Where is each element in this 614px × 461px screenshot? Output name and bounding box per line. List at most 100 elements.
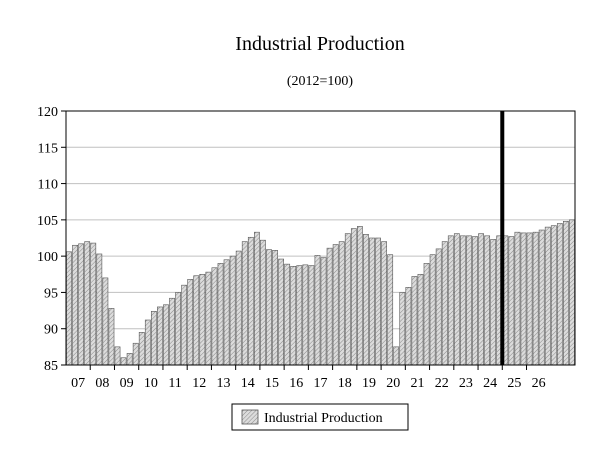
x-tick-label: 23 <box>459 376 473 391</box>
bar <box>514 231 521 366</box>
legend: Industrial Production <box>231 403 409 431</box>
x-tick-label: 26 <box>532 376 546 391</box>
bar <box>399 292 406 366</box>
y-tick-label: 115 <box>38 141 58 156</box>
y-tick-label: 110 <box>38 178 58 193</box>
bar <box>375 237 381 366</box>
x-tick-label: 14 <box>241 376 255 391</box>
bar <box>544 226 551 366</box>
bar <box>484 235 491 366</box>
bar <box>278 258 284 366</box>
bar <box>393 346 400 366</box>
bar <box>157 306 163 366</box>
y-tick-label: 105 <box>37 214 58 229</box>
y-axis: 85 90 95 100 105 110 115 120 <box>37 105 66 374</box>
bar <box>296 265 303 366</box>
bar <box>150 310 157 366</box>
legend-swatch <box>241 409 259 425</box>
bar <box>526 232 533 366</box>
bar <box>563 221 569 366</box>
legend-label: Industrial Production <box>264 411 383 426</box>
bar <box>338 241 345 366</box>
bar <box>78 243 85 366</box>
bar <box>478 233 484 366</box>
bar <box>96 253 103 366</box>
bar <box>108 308 115 366</box>
bar <box>175 292 181 366</box>
bar <box>320 257 327 366</box>
bar <box>126 353 133 366</box>
bar <box>550 225 557 366</box>
bar <box>138 332 145 366</box>
bar <box>211 267 218 366</box>
y-tick-label: 95 <box>44 286 58 301</box>
bar <box>411 276 418 366</box>
x-tick-label: 13 <box>217 376 231 391</box>
chart-subtitle: (2012=100) <box>287 74 354 89</box>
bar <box>490 239 497 366</box>
bar <box>72 244 78 366</box>
bar <box>387 254 394 366</box>
bar <box>520 232 527 366</box>
bar <box>447 235 454 366</box>
chart-title: Industrial Production <box>235 33 404 55</box>
bar <box>508 236 515 366</box>
bar <box>284 263 291 366</box>
bar <box>429 254 436 366</box>
x-axis: 07 08 09 10 11 12 13 14 15 16 17 18 19 20 21 22 23 24 25 26 <box>71 365 546 391</box>
bar <box>363 234 369 366</box>
bar <box>235 250 242 366</box>
bar <box>369 237 375 366</box>
legend-box <box>231 403 409 431</box>
bar <box>460 235 466 366</box>
bar <box>466 235 472 366</box>
bar <box>205 271 212 366</box>
x-tick-label: 18 <box>338 376 352 391</box>
x-tick-label: 16 <box>289 376 303 391</box>
bar <box>569 219 575 366</box>
bar <box>332 244 339 366</box>
bar <box>247 236 254 366</box>
bar <box>254 231 260 366</box>
bar <box>266 249 272 366</box>
bar <box>381 241 387 366</box>
bar <box>181 284 188 366</box>
x-tick-label: 24 <box>483 376 497 391</box>
bar <box>435 248 442 366</box>
gridlines <box>66 146 575 330</box>
bar <box>453 233 460 366</box>
bar <box>272 250 278 366</box>
bar <box>199 273 206 366</box>
x-tick-label: 21 <box>410 376 424 391</box>
x-tick-label: 12 <box>192 376 206 391</box>
bar <box>472 236 478 366</box>
bar <box>326 247 333 366</box>
x-tick-label: 07 <box>71 376 85 391</box>
x-tick-label: 22 <box>435 376 449 391</box>
x-tick-label: 10 <box>144 376 158 391</box>
bar <box>357 226 363 366</box>
bar <box>163 304 169 366</box>
y-tick-label: 100 <box>37 250 58 265</box>
bar <box>102 277 109 366</box>
bar <box>290 265 297 366</box>
bar <box>169 297 175 366</box>
x-tick-label: 08 <box>95 376 109 391</box>
x-tick-label: 25 <box>507 376 521 391</box>
y-tick-label: 120 <box>37 105 58 120</box>
bar <box>302 264 309 366</box>
bar <box>260 239 266 366</box>
bar <box>66 251 72 366</box>
bar <box>187 279 194 366</box>
bar <box>532 231 539 366</box>
bar <box>405 287 412 366</box>
bar <box>241 241 248 366</box>
bar <box>217 263 224 366</box>
y-tick-label: 85 <box>44 359 58 374</box>
bar <box>350 228 357 366</box>
bar <box>423 263 430 366</box>
bar <box>441 241 448 366</box>
bar <box>417 273 424 366</box>
x-tick-label: 15 <box>265 376 279 391</box>
